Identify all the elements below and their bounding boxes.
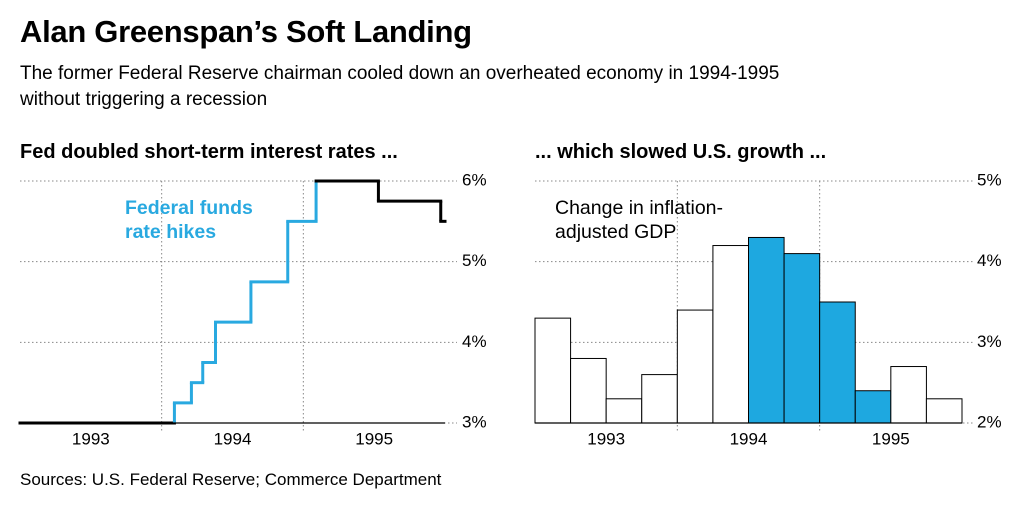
x-tick-label: 1993 [72,429,110,448]
series-annotation: Federal funds rate hikes [125,197,253,243]
bar [570,357,607,424]
bar [783,253,821,424]
chart-annotation: Change in inflation-adjusted GDP [555,197,724,243]
bar [712,245,750,424]
bar [925,398,963,424]
y-tick-label: 4% [462,332,487,351]
y-tick-label: 5% [977,170,1002,189]
bar [676,309,714,424]
source-note: Sources: U.S. Federal Reserve; Commerce … [20,470,442,489]
chart-title: ... which slowed U.S. growth ... [535,141,827,163]
bar [534,317,572,424]
x-tick-label: 1993 [587,429,625,448]
bar [854,390,892,424]
page-subtitle: The former Federal Reserve chairman cool… [20,63,780,110]
x-tick-label: 1995 [355,429,393,448]
y-tick-label: 6% [462,170,487,189]
bar [890,366,927,424]
y-tick-label: 3% [977,332,1002,351]
y-tick-label: 4% [977,251,1002,270]
bar [641,374,678,424]
bar [819,301,856,424]
y-tick-label: 2% [977,412,1002,431]
bar [748,236,785,424]
y-tick-label: 3% [462,412,487,431]
y-tick-label: 5% [462,251,487,270]
bar [605,398,643,424]
chart-title: Fed doubled short-term interest rates ..… [20,141,398,163]
x-tick-label: 1994 [214,429,252,448]
page-title: Alan Greenspan’s Soft Landing [20,14,472,49]
x-tick-label: 1995 [872,429,910,448]
x-tick-label: 1994 [730,429,768,448]
